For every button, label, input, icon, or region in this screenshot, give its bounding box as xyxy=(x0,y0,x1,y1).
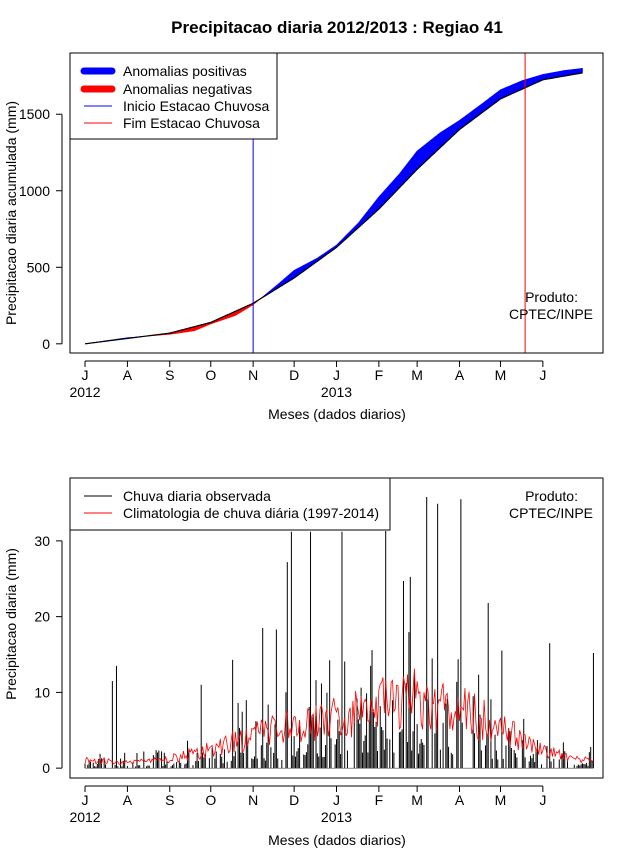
cumulative-y-tick-label: 0 xyxy=(42,336,50,352)
cumulative-x-tick-label: A xyxy=(123,367,133,383)
daily-x-tick-label: D xyxy=(289,792,299,808)
daily-x-tick-label: J xyxy=(333,792,340,808)
daily-x-label: Meses (dados diarios) xyxy=(268,832,406,848)
cumulative-plot-frame xyxy=(69,52,604,354)
legend-label-positive: Anomalias positivas xyxy=(123,63,247,79)
cumulative-x-tick-label: S xyxy=(165,367,174,383)
anomaly-positive-2 xyxy=(261,67,583,299)
cumulative-x-tick-label: F xyxy=(375,367,384,383)
legend-label-climatology: Climatologia de chuva diária (1997-2014) xyxy=(123,505,379,521)
legend-label-negative: Anomalias negativas xyxy=(123,81,252,97)
cumulative-plot-area xyxy=(84,53,583,353)
climatology-cumulative-line xyxy=(84,72,583,345)
cumulative-x-label: Meses (dados diarios) xyxy=(268,406,406,422)
cumulative-y-tick-label: 500 xyxy=(27,259,51,275)
cumulative-x-tick-label: J xyxy=(539,367,546,383)
cumulative-x-tick-label: M xyxy=(411,367,423,383)
daily-legend-box xyxy=(69,477,391,531)
daily-plot-area xyxy=(84,496,594,769)
daily-x-tick-label: N xyxy=(248,792,258,808)
daily-y-label: Precipitacao diaria (mm) xyxy=(3,548,19,700)
cumulative-x-tick-label: O xyxy=(205,367,216,383)
daily-y-tick-label: 20 xyxy=(34,609,50,625)
daily-y-tick-label: 30 xyxy=(34,533,50,549)
daily-x-tick-label: J xyxy=(539,792,546,808)
cumulative-x-tick-label: J xyxy=(333,367,340,383)
daily-x-tick-label: S xyxy=(165,792,174,808)
product-source: CPTEC/INPE xyxy=(509,306,593,322)
anomaly-negative-1 xyxy=(143,297,262,337)
product-label: Produto: xyxy=(525,289,578,305)
daily-y-tick-label: 0 xyxy=(42,760,50,776)
daily-legend: Chuva diaria observada Climatologia de c… xyxy=(69,477,391,531)
cumulative-y-axis: 0 500 1000 1500 xyxy=(19,106,63,352)
daily-y-axis: 0 10 20 30 xyxy=(34,533,63,776)
cumulative-x-tick-label: M xyxy=(495,367,507,383)
cumulative-year-label: 2013 xyxy=(321,384,352,400)
cumulative-x-tick-label: A xyxy=(455,367,465,383)
daily-x-tick-label: M xyxy=(495,792,507,808)
cumulative-legend: Anomalias positivas Anomalias negativas … xyxy=(69,52,278,140)
cumulative-y-tick-label: 1000 xyxy=(19,183,50,199)
legend-label-observed: Chuva diaria observada xyxy=(123,488,271,504)
cumulative-year-label: 2012 xyxy=(69,384,100,400)
legend-label-end: Fim Estacao Chuvosa xyxy=(123,115,260,131)
daily-x-tick-label: M xyxy=(411,792,423,808)
cumulative-legend-box xyxy=(69,52,278,140)
daily-year-label: 2012 xyxy=(69,809,100,825)
cumulative-y-tick-label: 1500 xyxy=(19,106,50,122)
cumulative-y-label: Precipitacao diaria acumulada (mm) xyxy=(3,101,19,325)
climatology-daily-line xyxy=(84,668,594,766)
product-source-2: CPTEC/INPE xyxy=(509,505,593,521)
cumulative-x-tick-label: J xyxy=(82,367,89,383)
daily-x-tick-label: A xyxy=(123,792,133,808)
daily-x-tick-label: A xyxy=(455,792,465,808)
cumulative-x-tick-label: D xyxy=(289,367,299,383)
chart-title: Precipitacao diaria 2012/2013 : Regiao 4… xyxy=(171,18,503,37)
cumulative-x-tick-label: N xyxy=(248,367,258,383)
daily-x-tick-label: F xyxy=(375,792,384,808)
legend-label-start: Inicio Estacao Chuvosa xyxy=(123,98,270,114)
product-label-2: Produto: xyxy=(525,488,578,504)
daily-y-tick-label: 10 xyxy=(34,684,50,700)
daily-x-tick-label: J xyxy=(82,792,89,808)
daily-year-label: 2013 xyxy=(321,809,352,825)
daily-x-tick-label: O xyxy=(205,792,216,808)
